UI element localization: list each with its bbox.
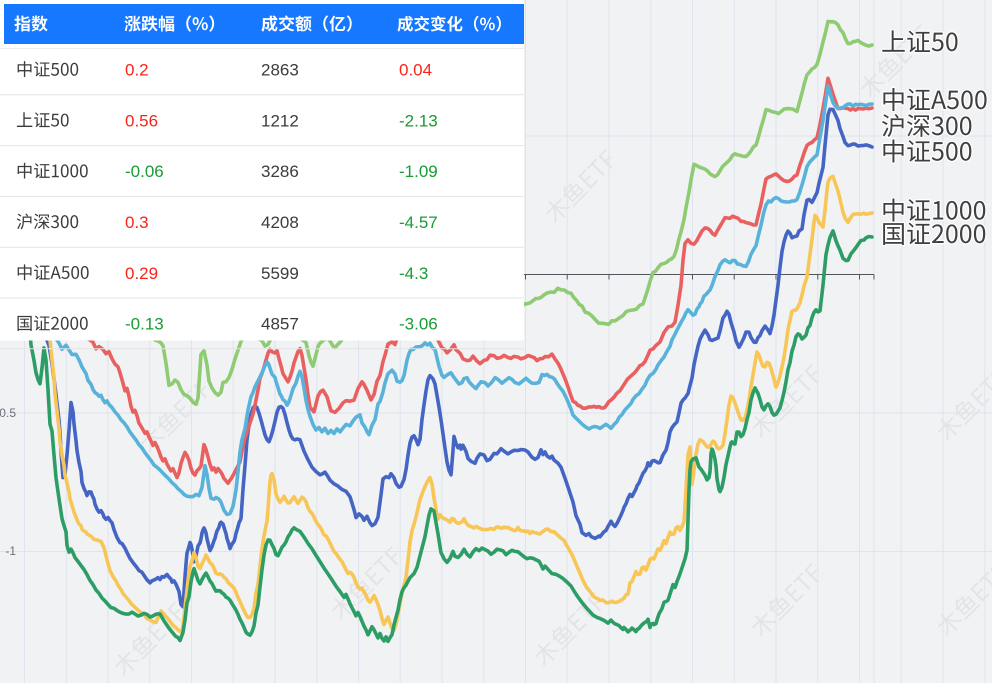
- svg-text:-4.57: -4.57: [399, 213, 438, 232]
- svg-text:-4.3: -4.3: [399, 264, 428, 283]
- svg-text:1212: 1212: [261, 111, 299, 130]
- svg-text:2863: 2863: [261, 61, 299, 80]
- svg-text:4857: 4857: [261, 315, 299, 334]
- svg-text:-3.06: -3.06: [399, 315, 438, 334]
- svg-text:-1.09: -1.09: [399, 162, 438, 181]
- svg-text:-2.13: -2.13: [399, 111, 438, 130]
- svg-text:-0.5: -0.5: [0, 406, 16, 420]
- svg-text:0.2: 0.2: [125, 61, 149, 80]
- svg-text:0.29: 0.29: [125, 264, 158, 283]
- svg-text:-0.06: -0.06: [125, 162, 164, 181]
- svg-text:0.3: 0.3: [125, 213, 149, 232]
- svg-text:5599: 5599: [261, 264, 299, 283]
- svg-text:-0.13: -0.13: [125, 315, 164, 334]
- svg-text:3286: 3286: [261, 162, 299, 181]
- svg-text:0.04: 0.04: [399, 61, 432, 80]
- svg-text:-1: -1: [5, 544, 16, 558]
- svg-text:4208: 4208: [261, 213, 299, 232]
- svg-text:0.56: 0.56: [125, 111, 158, 130]
